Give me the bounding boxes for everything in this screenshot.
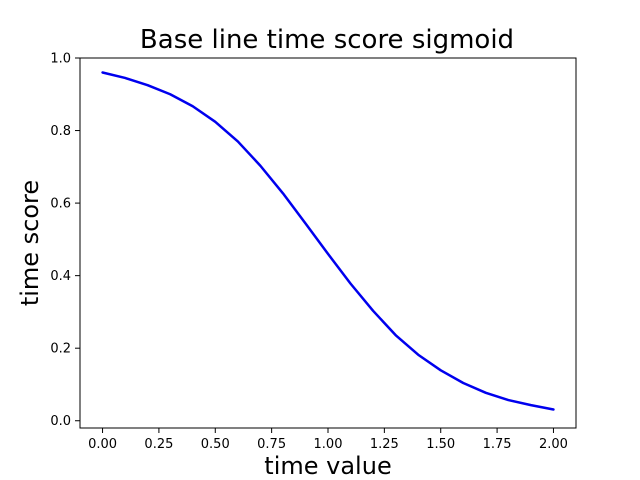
x-tick-label: 1.50	[426, 437, 455, 452]
x-tick-label: 2.00	[539, 437, 568, 452]
y-tick-label: 0.2	[50, 342, 71, 357]
y-axis: 0.0 0.2 0.4 0.6 0.8 1.0	[50, 52, 80, 429]
plot-area	[101, 71, 555, 411]
x-tick-label: 0.75	[257, 437, 286, 452]
y-tick-label: 0.8	[50, 124, 71, 139]
y-tick-label: 0.4	[50, 269, 71, 284]
x-tick-label: 1.00	[314, 437, 343, 452]
x-tick-label: 0.50	[201, 437, 230, 452]
x-tick-label: 0.25	[144, 437, 173, 452]
x-tick-label: 1.25	[370, 437, 399, 452]
y-axis-label: time score	[16, 180, 44, 306]
chart-title: Base line time score sigmoid	[140, 25, 514, 55]
y-tick-label: 0.0	[50, 414, 71, 429]
plot-frame	[79, 57, 577, 429]
x-tick-label: 0.00	[88, 437, 117, 452]
x-axis: 0.00 0.25 0.50 0.75 1.00 1.25 1.50 1.75 2.00	[88, 428, 568, 452]
y-tick-label: 1.0	[50, 52, 71, 67]
x-axis-label: time value	[264, 452, 391, 480]
y-tick-label: 0.6	[50, 197, 71, 212]
x-tick-label: 1.75	[483, 437, 512, 452]
series-line-0	[101, 71, 555, 411]
